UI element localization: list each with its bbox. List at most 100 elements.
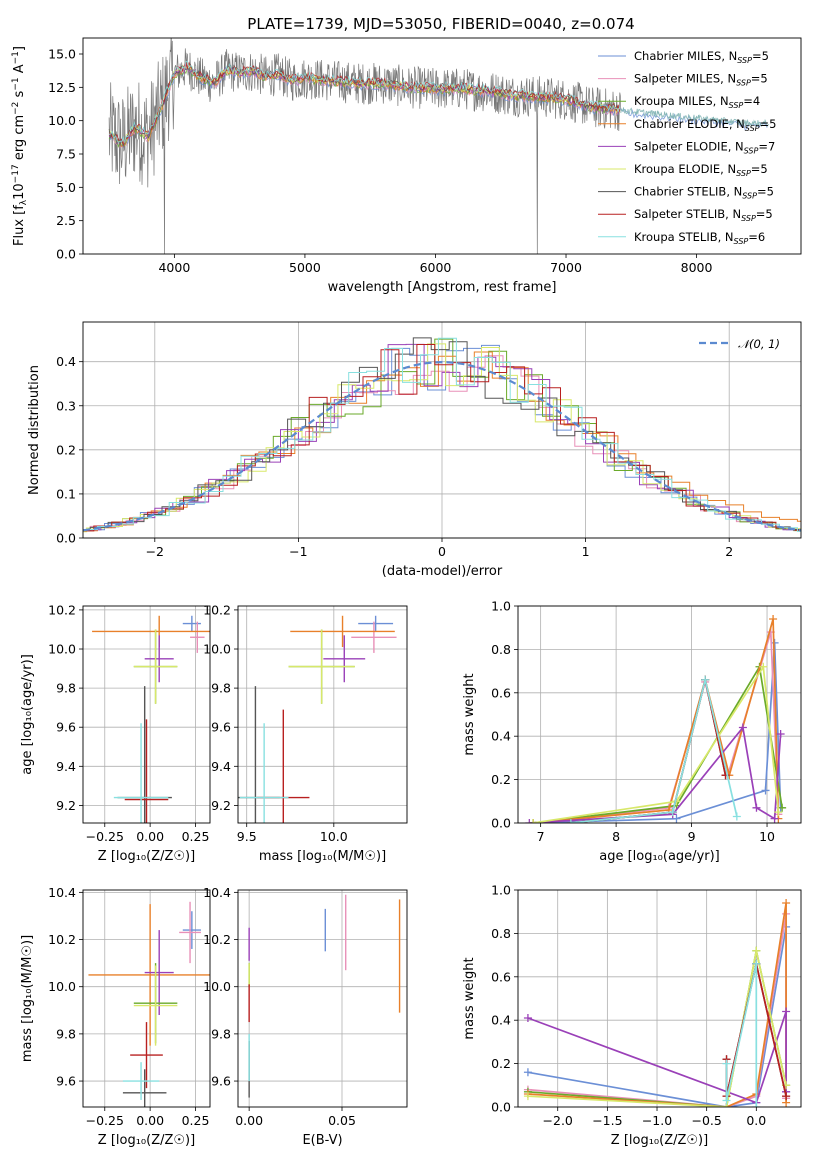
y-tick-label: 9.8 [211, 1026, 231, 1041]
massweight-vs-Z-series [523, 899, 791, 1107]
x-tick-label: 8 [612, 829, 620, 844]
x-axis-label: wavelength [Angstrom, rest frame] [328, 280, 557, 295]
spectrum-axes: 4000 5000 6000 7000 8000 0.0 2.5 5.0 7.5 10.0 12.5… [48, 47, 712, 296]
age-vs-Z-points [92, 615, 210, 823]
x-tick-label: 2 [725, 544, 733, 559]
x-tick-label: −0.5 [691, 1113, 721, 1128]
y-tick-label: 7.5 [56, 147, 76, 162]
x-axis-label: Z [log₁₀(Z/Z☉)] [611, 1133, 708, 1148]
y-tick-label: 10.0 [203, 642, 231, 657]
x-tick-label: 0.00 [136, 829, 164, 844]
data-point [179, 901, 201, 964]
y-tick-label: 9.8 [56, 681, 76, 696]
series-marker [761, 786, 770, 795]
hist-axes: −2 −1 0 1 2 0.0 0.1 0.2 0.3 0.4 (data-model)/error… [27, 322, 801, 579]
series-line [529, 725, 782, 823]
data-point [88, 904, 210, 1046]
mass-vs-Z-axes: −0.25 0.00 0.25 9.6 9.8 10.0 10.2 10.4 Z [log₁₀(… [20, 885, 210, 1148]
x-axis-label: (data-model)/error [382, 564, 503, 579]
series-marker [523, 1068, 532, 1077]
y-tick-label: 10.2 [48, 932, 76, 947]
series-marker [701, 675, 710, 684]
y-tick-label: 0.8 [491, 926, 511, 941]
y-tick-label: 1.0 [491, 599, 511, 614]
y-tick-label: 2.5 [56, 213, 76, 228]
series-line [570, 679, 727, 823]
massweight-vs-Z-axes: −2.0 −1.5 −1.0 −0.5 0.0 0.0 0.2 0.4 0.6 0.8 1.0 Z [… [462, 883, 801, 1148]
y-axis-label: mass weight [462, 673, 477, 755]
x-axis-label: E(B-V) [302, 1133, 342, 1148]
x-tick-label: −1.5 [592, 1113, 622, 1128]
histogram-steps [83, 337, 801, 533]
x-tick-label: 9.5 [237, 829, 257, 844]
x-tick-label: 7 [537, 829, 545, 844]
spectrum-lines [108, 38, 769, 254]
y-tick-label: 10.0 [48, 113, 76, 128]
y-tick-label: 9.6 [211, 720, 231, 735]
mass-vs-EBV-frame [237, 889, 408, 1108]
hist-frame [82, 321, 802, 539]
data-point [130, 1022, 163, 1089]
observed-spectrum-red [620, 107, 769, 128]
mass-vs-EBV-axes: 0.00 0.05 9.6 9.8 10.0 10.2 10.4 E(B-V) [203, 885, 407, 1148]
y-tick-label: 0.1 [56, 486, 76, 501]
y-tick-label: 9.6 [211, 1074, 231, 1089]
y-tick-label: 10.0 [203, 979, 231, 994]
y-tick-label: 0.4 [491, 729, 511, 744]
legend-entry: Chabrier STELIB, NSSP=5 [634, 185, 774, 201]
series-marker [769, 615, 778, 624]
y-tick-label: 0.2 [56, 442, 76, 457]
y-tick-label: 0.3 [56, 398, 76, 413]
y-tick-label: 0.4 [491, 1013, 511, 1028]
series-line [532, 664, 780, 823]
x-axis-label: Z [log₁₀(Z/Z☉)] [98, 849, 195, 864]
legend-entry: Salpeter MILES, NSSP=5 [634, 72, 768, 88]
x-tick-label: 8000 [681, 260, 713, 275]
series-marker [759, 662, 768, 671]
y-tick-label: 10.4 [203, 885, 231, 900]
series-line [533, 618, 780, 823]
series-marker [523, 1014, 532, 1023]
x-tick-label: −0.25 [86, 1113, 124, 1128]
y-tick-label: 0.0 [56, 531, 76, 546]
series-marker [722, 1059, 731, 1068]
x-tick-label: 7000 [550, 260, 582, 275]
histogram-series [83, 343, 801, 533]
legend-entry: Kroupa STELIB, NSSP=6 [634, 230, 765, 246]
model-spectrum-line [108, 60, 621, 144]
data-point [144, 930, 174, 1016]
data-point [133, 965, 178, 1046]
series-marker [752, 946, 761, 955]
series-marker [566, 819, 575, 823]
x-tick-label: 0 [438, 544, 446, 559]
x-tick-label: −1 [289, 544, 307, 559]
x-tick-label: 0.25 [182, 1113, 210, 1128]
series-line [570, 679, 738, 823]
y-tick-label: 0.0 [491, 816, 511, 831]
massweight-vs-age-series [525, 615, 787, 823]
y-tick-label: 9.4 [56, 759, 76, 774]
x-tick-label: 0.0 [746, 1113, 766, 1128]
data-point [358, 615, 394, 632]
y-axis-label: mass weight [462, 957, 477, 1039]
y-tick-label: 10.2 [203, 602, 231, 617]
y-tick-label: 10.2 [203, 932, 231, 947]
series-marker [722, 1096, 731, 1105]
y-tick-label: 0.8 [491, 642, 511, 657]
massweight-vs-age-frame [517, 605, 802, 824]
data-point [323, 635, 366, 683]
mass-vs-EBV-points [248, 894, 401, 1098]
data-point [288, 629, 355, 704]
series-marker [668, 808, 677, 817]
x-tick-label: 0.00 [235, 1113, 263, 1128]
histogram-series [83, 337, 801, 531]
series-marker [782, 899, 791, 908]
x-tick-label: 1 [582, 544, 590, 559]
series-marker [782, 1092, 791, 1101]
y-tick-label: 0.2 [491, 772, 511, 787]
y-axis-label: age [log₁₀(age/yr)] [20, 654, 35, 775]
series-marker [752, 803, 761, 812]
data-point [182, 615, 201, 632]
data-point [144, 635, 174, 683]
observed-spectrum [108, 38, 622, 254]
